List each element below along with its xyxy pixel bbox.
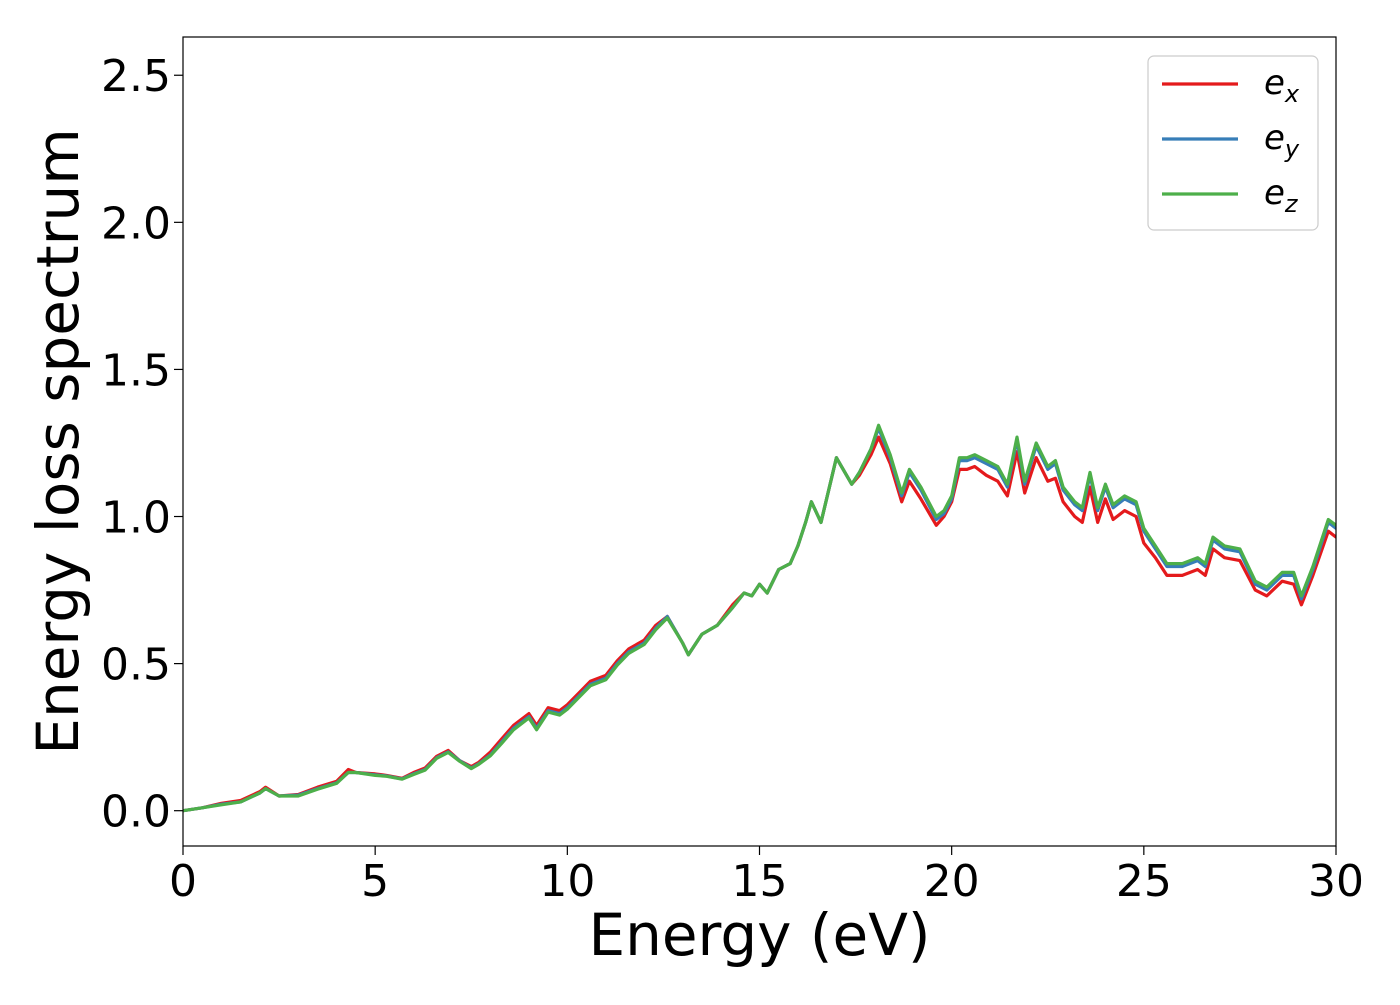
- x-tick-label: 20: [924, 856, 980, 907]
- x-tick-label: 30: [1308, 856, 1364, 907]
- y-tick-label: 1.5: [101, 345, 171, 396]
- x-tick-label: 5: [361, 856, 389, 907]
- y-tick-label: 2.0: [101, 198, 171, 249]
- x-axis-label: Energy (eV): [588, 901, 930, 969]
- series-layer: [183, 423, 1336, 813]
- x-tick-label: 15: [732, 856, 788, 907]
- y-axis-ticks: 0.0 0.5 1.0 1.5 2.0 2.5: [101, 51, 183, 838]
- y-tick-label: 2.5: [101, 51, 171, 102]
- x-tick-label: 0: [169, 856, 197, 907]
- y-axis-label: Energy loss spectrum: [24, 128, 92, 754]
- y-tick-label: 1.0: [101, 493, 171, 544]
- legend-box: [1147, 55, 1319, 231]
- series-line-ez: [183, 423, 1336, 813]
- x-tick-label: 10: [539, 856, 595, 907]
- x-tick-label: 25: [1116, 856, 1172, 907]
- y-tick-label: 0.0: [101, 787, 171, 838]
- y-tick-label: 0.5: [101, 640, 171, 691]
- x-axis-ticks: 0 5 10 15 20 25 30: [169, 846, 1364, 907]
